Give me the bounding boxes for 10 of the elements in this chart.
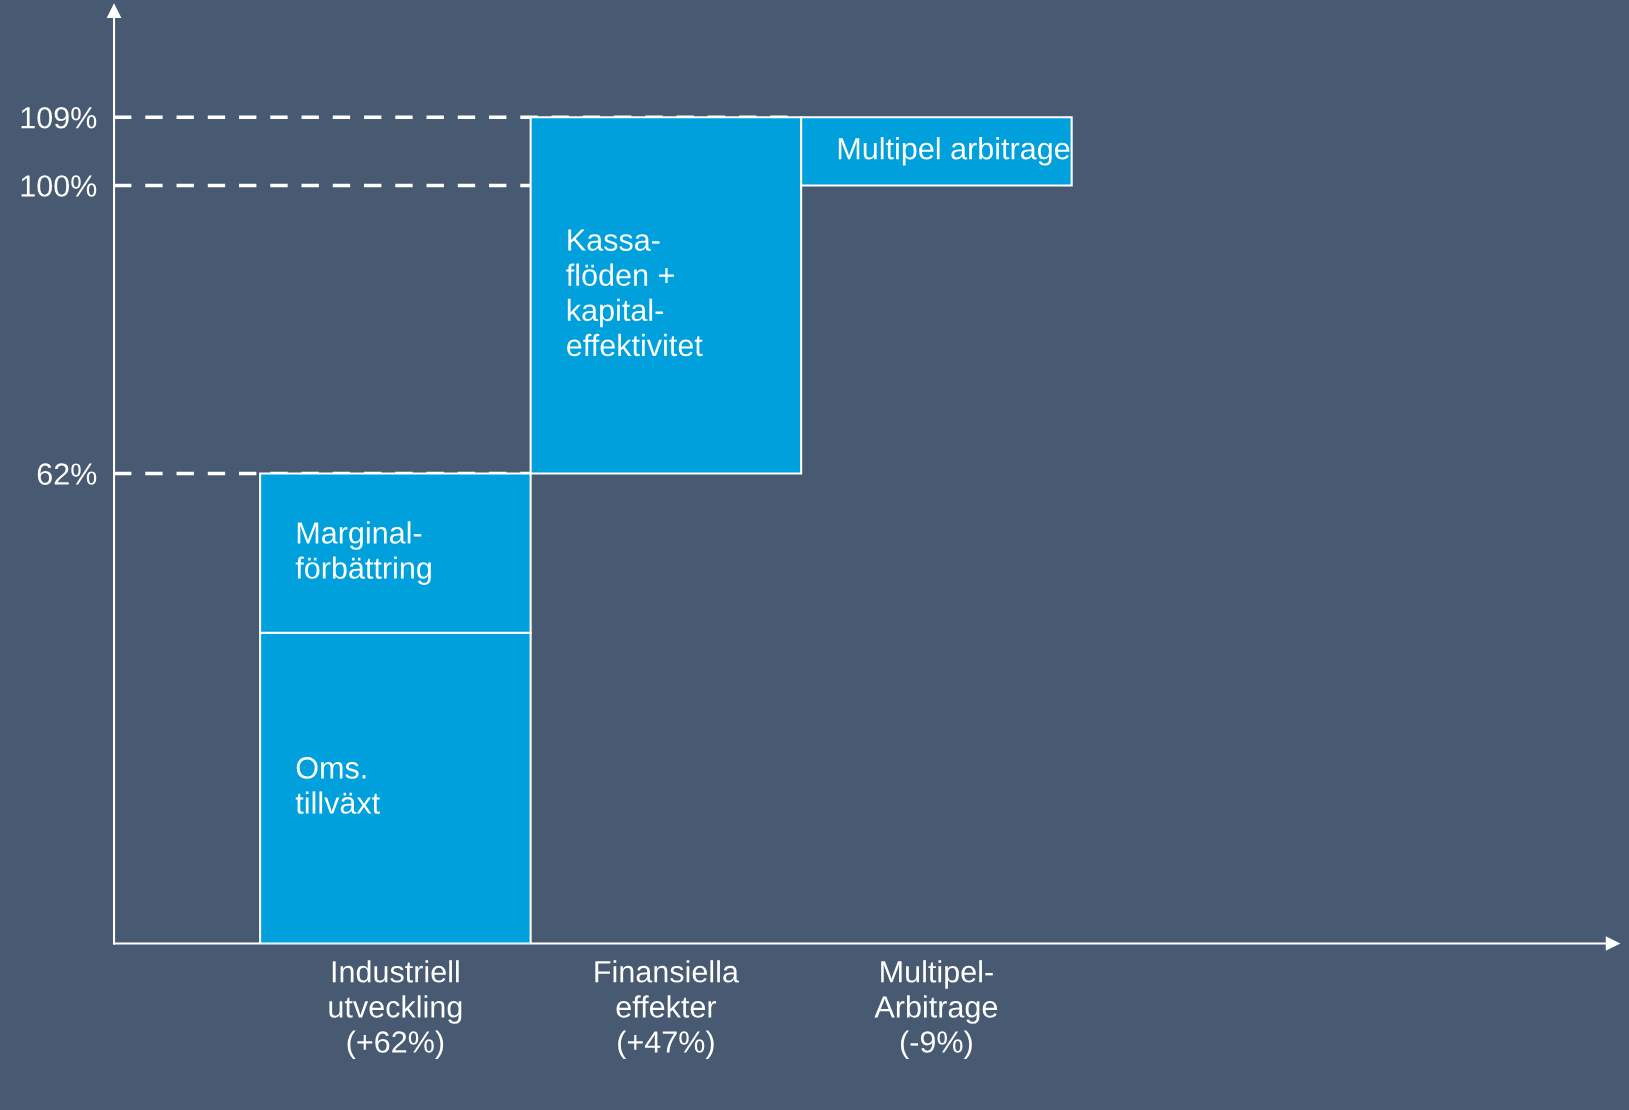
x-tick-label: Finansiella effekter (+47%)	[595, 960, 739, 1059]
x-tick-label: Industriell utveckling (+62%)	[329, 960, 462, 1059]
x-tick-label: Multipel- Arbitrage (-9%)	[874, 960, 998, 1059]
y-tick-label: 100%	[21, 175, 97, 197]
y-tick-label: 62%	[37, 463, 97, 485]
y-tick-label: 109%	[21, 106, 97, 129]
series-label: Marginal- förbättring	[295, 521, 431, 585]
series-label: Multipel arbitrage	[838, 137, 1070, 166]
series-label: Kassa- flöden + kapital- effektivitet	[566, 229, 703, 357]
series-label: Oms. tillväxt	[295, 757, 380, 814]
